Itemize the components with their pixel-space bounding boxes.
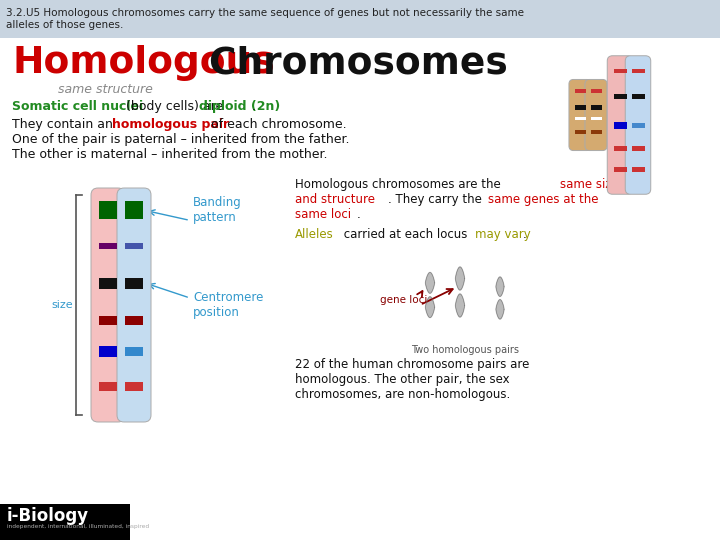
Polygon shape xyxy=(496,277,504,296)
Bar xyxy=(575,117,585,119)
FancyBboxPatch shape xyxy=(117,188,151,422)
FancyBboxPatch shape xyxy=(585,79,607,151)
Text: same genes at the: same genes at the xyxy=(488,193,598,206)
Text: They contain an: They contain an xyxy=(12,118,117,131)
Bar xyxy=(99,278,117,288)
Text: Somatic cell nuclei: Somatic cell nuclei xyxy=(12,100,143,113)
Bar xyxy=(125,316,143,325)
Polygon shape xyxy=(426,273,434,293)
Bar xyxy=(99,382,117,391)
Bar xyxy=(99,346,117,357)
Text: .: . xyxy=(523,228,527,241)
Text: 3.2.U5 Homologous chromosomes carry the same sequence of genes but not necessari: 3.2.U5 Homologous chromosomes carry the … xyxy=(6,8,524,30)
Bar xyxy=(590,117,601,119)
Bar xyxy=(590,130,601,134)
Text: same size: same size xyxy=(560,178,619,191)
Polygon shape xyxy=(426,297,434,318)
FancyBboxPatch shape xyxy=(607,56,633,194)
Bar xyxy=(613,122,626,129)
Bar xyxy=(99,316,117,325)
FancyBboxPatch shape xyxy=(569,79,591,151)
Text: homologous pair: homologous pair xyxy=(112,118,229,131)
Text: Two homologous pairs: Two homologous pairs xyxy=(411,345,519,355)
Bar xyxy=(125,347,143,356)
Text: gene loci: gene loci xyxy=(380,295,428,305)
Text: 22 of the human chromosome pairs are
homologous. The other pair, the sex
chromos: 22 of the human chromosome pairs are hom… xyxy=(295,358,529,401)
Text: Homologous chromosomes are the: Homologous chromosomes are the xyxy=(295,178,505,191)
Bar xyxy=(613,146,626,151)
Bar xyxy=(613,94,626,99)
Bar xyxy=(99,242,117,248)
Text: of each chromosome.: of each chromosome. xyxy=(207,118,346,131)
Bar xyxy=(590,90,601,93)
Text: same loci: same loci xyxy=(295,208,351,221)
Text: independent, international, illuminated, inspired: independent, international, illuminated,… xyxy=(7,524,149,529)
Bar xyxy=(631,123,644,127)
Text: size: size xyxy=(51,300,73,310)
Polygon shape xyxy=(456,267,464,290)
Bar xyxy=(125,382,143,391)
Text: . They carry the: . They carry the xyxy=(388,193,485,206)
Text: may vary: may vary xyxy=(475,228,531,241)
Text: diploid (2n): diploid (2n) xyxy=(199,100,280,113)
Text: i-Biology: i-Biology xyxy=(7,507,89,525)
Bar xyxy=(575,90,585,93)
Bar xyxy=(613,167,626,172)
Bar xyxy=(631,146,644,151)
Bar xyxy=(590,105,601,110)
Bar xyxy=(631,69,644,73)
Text: .: . xyxy=(252,100,256,113)
Bar xyxy=(99,201,117,219)
Text: (body cells) are: (body cells) are xyxy=(122,100,228,113)
Text: Homologous: Homologous xyxy=(12,45,274,81)
FancyBboxPatch shape xyxy=(625,56,651,194)
Text: The other is maternal – inherited from the mother.: The other is maternal – inherited from t… xyxy=(12,148,328,161)
Bar xyxy=(575,130,585,134)
Bar xyxy=(631,94,644,99)
Text: and structure: and structure xyxy=(295,193,375,206)
Bar xyxy=(631,167,644,172)
Text: .: . xyxy=(357,208,361,221)
Text: Alleles: Alleles xyxy=(295,228,334,241)
Bar xyxy=(125,201,143,219)
Text: Chromosomes: Chromosomes xyxy=(196,45,508,81)
Text: Centromere
position: Centromere position xyxy=(193,291,264,319)
Polygon shape xyxy=(496,300,504,319)
FancyBboxPatch shape xyxy=(91,188,125,422)
Text: carried at each locus: carried at each locus xyxy=(340,228,471,241)
Bar xyxy=(125,278,143,288)
Bar xyxy=(575,105,585,110)
Text: same structure: same structure xyxy=(58,83,153,96)
Polygon shape xyxy=(456,294,464,317)
Bar xyxy=(0,0,720,38)
Bar xyxy=(613,69,626,73)
Bar xyxy=(125,242,143,248)
Bar xyxy=(0,504,130,540)
Text: Banding
pattern: Banding pattern xyxy=(193,197,242,225)
Text: One of the pair is paternal – inherited from the father.: One of the pair is paternal – inherited … xyxy=(12,133,349,146)
